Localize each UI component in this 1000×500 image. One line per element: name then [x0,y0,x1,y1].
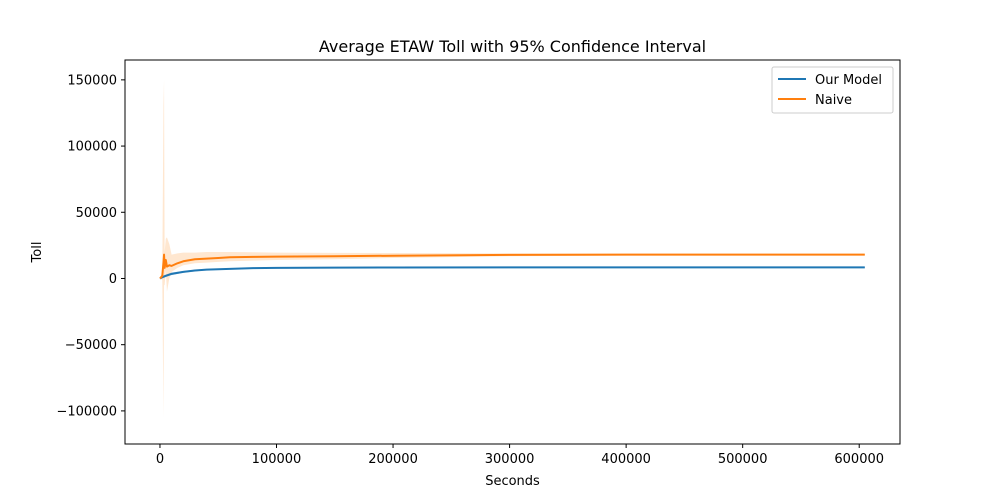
x-tick-label: 400000 [601,452,651,467]
series-line-our-model [159,266,865,280]
y-tick-label: −50000 [65,338,117,353]
legend-label-naive: Naive [815,93,852,108]
y-tick-label: 100000 [67,140,117,155]
y-tick-label: 0 [109,272,117,287]
x-axis-label: Seconds [485,474,540,489]
legend-label-our-model: Our Model [815,73,882,88]
y-tick-label: 50000 [76,206,117,221]
x-axis: 0 100000 200000 300000 400000 500000 600000 [156,444,884,467]
legend: Our Model Naive [771,66,894,114]
y-axis-label: Toll [30,242,45,264]
x-tick-label: 100000 [252,452,302,467]
x-tick-label: 300000 [485,452,535,467]
x-tick-label: 0 [156,452,164,467]
x-tick-label: 500000 [718,452,768,467]
y-tick-label: 150000 [67,73,117,88]
y-axis: −100000 −50000 0 50000 100000 150000 [56,73,125,419]
y-tick-label: −100000 [56,404,117,419]
chart-title: Average ETAW Toll with 95% Confidence In… [319,37,706,56]
series-lines [159,253,865,280]
series-line-naive [159,253,865,280]
x-tick-label: 600000 [834,452,884,467]
x-tick-label: 200000 [368,452,418,467]
plot-frame [124,59,901,445]
